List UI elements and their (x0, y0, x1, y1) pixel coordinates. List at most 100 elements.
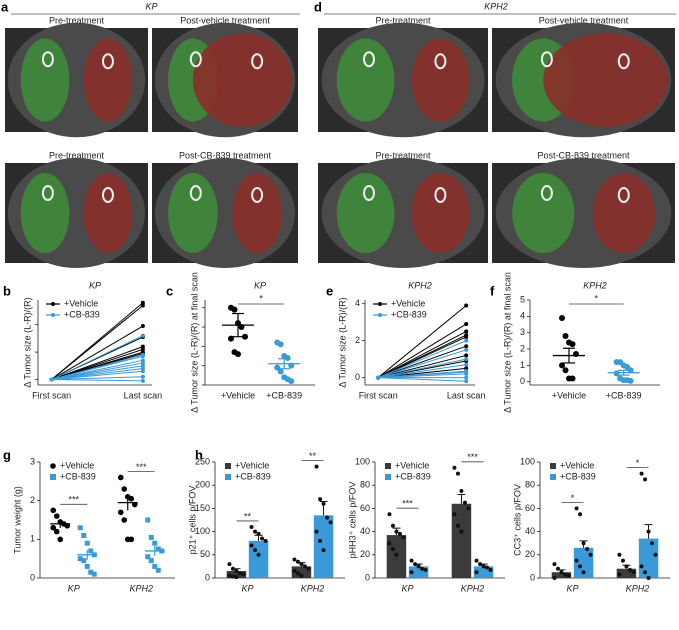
x-tick-label: KPH2 (129, 583, 153, 593)
point (155, 546, 161, 552)
point (650, 541, 655, 546)
image-caption: Post-vehicle treatment (539, 15, 629, 25)
point (318, 497, 323, 502)
point (57, 536, 64, 543)
point (84, 563, 90, 569)
point (77, 556, 83, 562)
chart-title: KP (89, 280, 101, 290)
y-tick-label: 1 (30, 534, 35, 544)
point (423, 567, 428, 572)
series-line (378, 358, 467, 379)
legend-label: +CB-839 (391, 309, 427, 319)
panel-letter: f (490, 283, 495, 298)
point (121, 517, 128, 523)
point (288, 378, 295, 385)
point (234, 575, 239, 580)
point (249, 543, 254, 548)
significance-label: * (259, 293, 263, 303)
right-tumor (592, 173, 655, 253)
point (574, 506, 579, 511)
point (409, 570, 414, 575)
point (249, 524, 254, 529)
point (321, 501, 326, 506)
x-tick-label: KPH2 (626, 583, 650, 593)
legend-marker (385, 463, 391, 469)
legend-label: +CB-839 (560, 471, 596, 481)
point (387, 541, 392, 546)
point (390, 523, 395, 528)
point (552, 562, 557, 567)
point (295, 559, 300, 564)
legend-label: +Vehicle (560, 460, 594, 470)
point (464, 366, 469, 371)
point (555, 566, 560, 571)
y-tick-label: 1 (520, 360, 525, 370)
bone (540, 51, 553, 68)
legend-marker (51, 302, 55, 306)
image-caption: Pre-treatment (49, 150, 105, 160)
legend-marker (225, 463, 231, 469)
point (559, 570, 564, 575)
point (140, 358, 145, 363)
left-tumor (168, 173, 218, 253)
y-axis-label: p21⁺ cells p/FOV (187, 486, 197, 555)
y-tick-label: 4 (520, 311, 525, 321)
point (148, 534, 154, 540)
panel-letter: d (314, 0, 322, 14)
x-tick-label: +Vehicle (221, 390, 255, 400)
bar (313, 515, 334, 578)
point (643, 570, 648, 575)
significance-label: *** (136, 462, 147, 472)
point (140, 347, 145, 352)
point (292, 557, 297, 562)
point (241, 572, 246, 577)
chart-title: KPH2 (408, 280, 432, 290)
point (50, 524, 57, 531)
legend-marker (550, 463, 556, 469)
point (639, 564, 644, 569)
right-tumor (83, 38, 133, 122)
series-line (378, 354, 467, 379)
point (314, 529, 319, 534)
point (253, 529, 258, 534)
point (646, 529, 651, 534)
point (420, 566, 425, 571)
series-line (51, 355, 144, 381)
significance-label: * (636, 458, 640, 468)
point (464, 357, 469, 362)
point (416, 564, 421, 569)
point (464, 375, 469, 380)
point (152, 563, 158, 569)
point (387, 512, 392, 517)
point (390, 547, 395, 551)
bar (638, 538, 659, 578)
y-tick-label: 0 (30, 572, 35, 582)
point (253, 548, 258, 553)
point (77, 525, 83, 531)
right-tumor (232, 173, 282, 253)
point (242, 333, 248, 340)
legend-marker (550, 474, 556, 480)
chart-title: KP (254, 280, 266, 290)
panel-title: KPH2 (484, 1, 508, 11)
bar (451, 503, 472, 578)
point (452, 465, 457, 470)
y-tick-label: 0 (205, 572, 210, 582)
y-tick-label: 60 (525, 503, 535, 513)
point (314, 464, 319, 469)
point (574, 558, 579, 563)
series-line (377, 330, 467, 379)
right-tumor (543, 33, 668, 127)
bone (101, 53, 114, 70)
legend-marker (50, 463, 56, 469)
x-tick-label: First scan (32, 390, 71, 400)
point (620, 558, 625, 563)
significance-label: *** (68, 495, 79, 505)
x-tick-label: Last scan (124, 390, 163, 400)
x-tick-label: KPH2 (301, 583, 325, 593)
point (455, 523, 460, 528)
point (140, 369, 145, 374)
y-axis-label: pHH3⁺ cells p/FOV (347, 482, 357, 559)
point (84, 540, 90, 546)
point (140, 363, 145, 368)
